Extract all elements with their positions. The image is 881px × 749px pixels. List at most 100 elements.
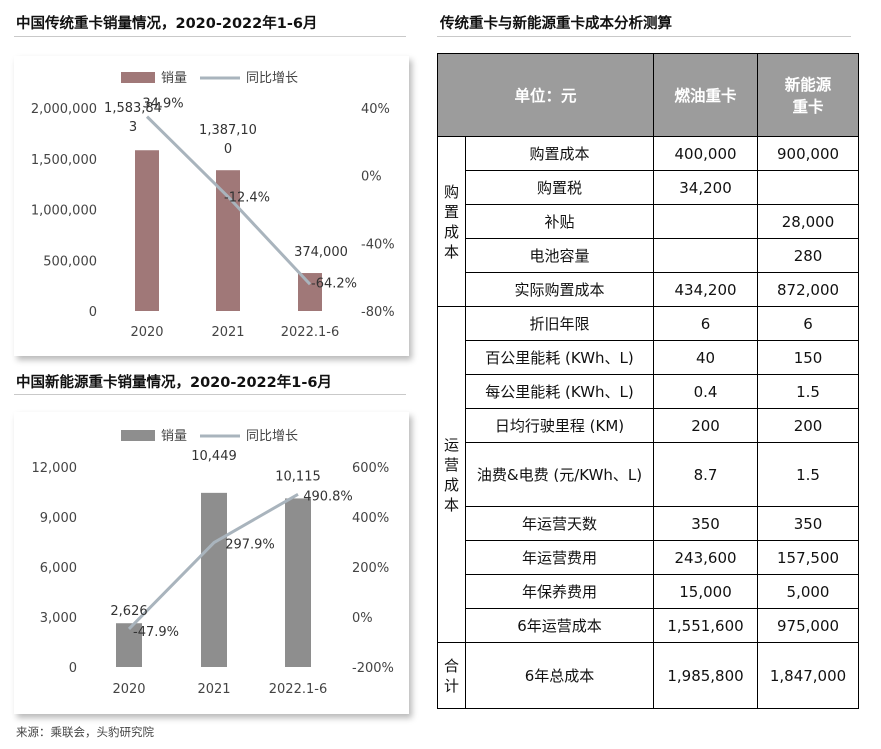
table-row: 实际购置成本 434,200 872,000: [438, 272, 860, 307]
row-item: 6年运营成本: [464, 608, 655, 643]
row-item: 百公里能耗 (KWh、L): [464, 340, 655, 375]
legend-label-sales: 销量: [161, 71, 187, 86]
group-label-char: 营: [443, 455, 459, 474]
table-row: 日均行驶里程 (KM) 200 200: [438, 408, 860, 443]
group-label-char: 置: [443, 202, 459, 221]
row-fuel-value: 0.4: [653, 374, 759, 409]
cost-analysis-table: 单位：元 燃油重卡 新能源 重卡购置成本购置成本 400,000 900,000 购置税 34…: [436, 53, 860, 709]
bar-2022.1-6: [298, 273, 322, 311]
row-item: 6年总成本: [464, 642, 655, 709]
y-tick-label: 9,000: [40, 511, 77, 526]
y2-tick-label: 600%: [352, 461, 389, 476]
growth-data-label: 297.9%: [225, 538, 275, 553]
y-tick-label: 12,000: [32, 461, 78, 476]
row-fuel-value: 8.7: [653, 442, 759, 507]
group-label-char: 计: [443, 676, 459, 695]
row-ev-value: 157,500: [757, 540, 860, 575]
row-ev-value: 900,000: [757, 136, 860, 171]
row-item: 补贴: [464, 204, 655, 239]
table-row: 购置税 34,200: [438, 170, 860, 205]
group-label-char: 本: [443, 495, 459, 514]
table-row: 年运营天数 350 350: [438, 506, 860, 541]
bar-2021: [201, 492, 227, 667]
y-tick-label: 0: [69, 661, 77, 676]
header-nev-line2: 重卡: [792, 98, 824, 116]
row-fuel-value: 350: [653, 506, 759, 541]
x-tick-label: 2021: [211, 325, 244, 340]
traditional-chart-title: 中国传统重卡销量情况，2020-2022年1-6月: [16, 16, 318, 32]
legend-swatch-sales: [121, 430, 155, 441]
y-tick-label: 500,000: [43, 254, 97, 269]
table-row: 购置成本购置成本 400,000 900,000: [437, 136, 860, 307]
bar-data-label: 0: [224, 142, 232, 157]
group-label: 购置成本: [437, 136, 466, 307]
legend-label-growth: 同比增长: [246, 429, 298, 444]
row-item: 电池容量: [464, 238, 655, 273]
y-tick-label: 1,500,000: [31, 153, 97, 168]
growth-line: [145, 115, 312, 286]
row-ev-value: 1.5: [757, 442, 860, 507]
group-label: 合计: [437, 642, 466, 709]
row-fuel-value: 40: [653, 340, 759, 375]
row-ev-value: 200: [757, 408, 860, 443]
bar-data-label: 3: [129, 120, 137, 135]
bar-data-label: 1,583,84: [104, 101, 162, 116]
row-item: 日均行驶里程 (KM): [464, 408, 655, 443]
legend-swatch-sales: [121, 72, 155, 83]
row-fuel-value: 434,200: [653, 272, 759, 307]
traditional-chart-panel: 销量 同比增长 0 500,000 1,000,000 1,500,000 2,000,00…: [14, 56, 409, 356]
group-label-char: 本: [443, 242, 459, 261]
growth-data-label: -64.2%: [311, 276, 357, 291]
table-header-row: 单位：元 燃油重卡 新能源 重卡: [436, 53, 860, 137]
table-row: 年保养费用 15,000 5,000: [438, 574, 860, 609]
y-tick-label: 0: [89, 305, 97, 320]
group-label-char: 成: [443, 222, 459, 241]
row-ev-value: 872,000: [757, 272, 860, 307]
group-label-char: 成: [443, 475, 459, 494]
header-nev-truck: 新能源 重卡: [757, 53, 860, 137]
row-ev-value: 1.5: [757, 374, 860, 409]
bar-2020: [116, 623, 142, 667]
row-fuel-value: [653, 204, 759, 239]
nev-title-rule: [14, 394, 406, 395]
growth-data-label: 490.8%: [303, 489, 353, 504]
row-fuel-value: 1,985,800: [653, 642, 759, 709]
y2-tick-label: 200%: [352, 561, 389, 576]
row-item: 年运营费用: [464, 540, 655, 575]
y2-tick-label: 0%: [352, 611, 373, 626]
bar-2020: [135, 150, 159, 311]
header-fuel-truck: 燃油重卡: [653, 53, 759, 137]
row-ev-value: [757, 170, 860, 205]
bar-2021: [216, 170, 240, 311]
y2-tick-label: 40%: [361, 102, 390, 117]
bar-data-label: 10,449: [191, 449, 237, 464]
nev-chart-panel: 销量 同比增长 0 3,000 6,000 9,000 12,000 -200% 0% 200% 4…: [14, 412, 409, 714]
header-nev-line1: 新能源: [784, 76, 832, 94]
x-tick-label: 2021: [197, 682, 230, 697]
y-tick-label: 2,000,000: [31, 102, 97, 117]
header-unit: 单位：元: [436, 53, 655, 137]
x-tick-label: 2020: [130, 325, 163, 340]
table-row: 每公里能耗 (KWh、L) 0.4 1.5: [438, 374, 860, 409]
row-item: 购置税: [464, 170, 655, 205]
source-note: 来源：乘联会，头豹研究院: [16, 725, 154, 739]
growth-data-label: -12.4%: [224, 191, 270, 206]
row-fuel-value: [653, 238, 759, 273]
legend-label-sales: 销量: [161, 429, 187, 444]
y-tick-label: 6,000: [40, 561, 77, 576]
growth-line: [127, 492, 299, 631]
row-fuel-value: 400,000: [653, 136, 759, 171]
row-fuel-value: 15,000: [653, 574, 759, 609]
x-tick-label: 2020: [112, 682, 145, 697]
bar-2022.1-6: [285, 498, 311, 667]
row-item: 折旧年限: [464, 306, 655, 341]
row-ev-value: 6: [757, 306, 860, 341]
row-fuel-value: 200: [653, 408, 759, 443]
row-item: 油费&电费 (元/KWh、L): [464, 442, 655, 507]
row-fuel-value: 34,200: [653, 170, 759, 205]
x-tick-label: 2022.1-6: [269, 682, 327, 697]
table-row: 运营成本折旧年限 6 6: [437, 306, 860, 643]
y2-tick-label: -40%: [361, 237, 395, 252]
table-row: 补贴 28,000: [438, 204, 860, 239]
y2-tick-label: -80%: [361, 305, 395, 320]
